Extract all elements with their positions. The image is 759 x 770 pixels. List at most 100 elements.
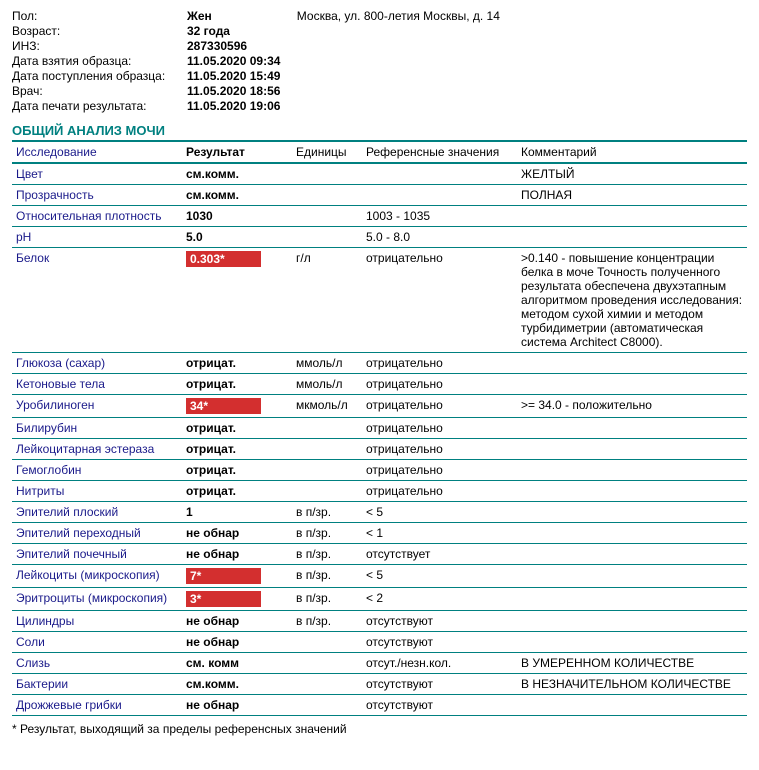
alert-badge: 7*: [186, 568, 261, 584]
cell-reference: отрицательно: [362, 374, 517, 395]
cell-test-name: Гемоглобин: [12, 460, 182, 481]
table-row: Эпителий плоский1в п/зр.< 5: [12, 502, 747, 523]
cell-test-name: Цилиндры: [12, 611, 182, 632]
cell-comment: ПОЛНАЯ: [517, 185, 747, 206]
cell-test-name: Слизь: [12, 653, 182, 674]
header-value: 11.05.2020 18:56: [187, 84, 280, 98]
header-row: Возраст:32 года: [12, 24, 747, 38]
cell-result: отрицат.: [182, 418, 292, 439]
cell-comment: [517, 481, 747, 502]
header-value: 11.05.2020 19:06: [187, 99, 280, 113]
cell-units: [292, 439, 362, 460]
cell-comment: [517, 632, 747, 653]
table-row: Уробилиноген34*мкмоль/лотрицательно>= 34…: [12, 395, 747, 418]
cell-result: отрицат.: [182, 439, 292, 460]
cell-units: в п/зр.: [292, 611, 362, 632]
cell-comment: [517, 695, 747, 716]
cell-result: 1: [182, 502, 292, 523]
alert-badge: 34*: [186, 398, 261, 414]
cell-result: отрицат.: [182, 460, 292, 481]
table-row: Солине обнар отсутствуют: [12, 632, 747, 653]
cell-reference: [362, 163, 517, 185]
cell-reference: отрицательно: [362, 460, 517, 481]
cell-test-name: pH: [12, 227, 182, 248]
cell-test-name: Белок: [12, 248, 182, 353]
cell-result: см. комм: [182, 653, 292, 674]
cell-units: в п/зр.: [292, 565, 362, 588]
header-row: Дата печати результата:11.05.2020 19:06: [12, 99, 747, 113]
table-row: Эпителий почечныйне обнарв п/зр.отсутств…: [12, 544, 747, 565]
table-row: pH5.05.0 - 8.0: [12, 227, 747, 248]
cell-comment: [517, 439, 747, 460]
table-row: Лейкоциты (микроскопия)7*в п/зр.< 5: [12, 565, 747, 588]
cell-comment: [517, 227, 747, 248]
cell-comment: [517, 374, 747, 395]
cell-result: не обнар: [182, 695, 292, 716]
col-header-result: Результат: [182, 141, 292, 163]
cell-units: [292, 695, 362, 716]
cell-units: мкмоль/л: [292, 395, 362, 418]
cell-units: ммоль/л: [292, 353, 362, 374]
cell-test-name: Эпителий плоский: [12, 502, 182, 523]
cell-reference: < 1: [362, 523, 517, 544]
cell-reference: отсут./незн.кол.: [362, 653, 517, 674]
cell-test-name: Бактерии: [12, 674, 182, 695]
cell-test-name: Лейкоциты (микроскопия): [12, 565, 182, 588]
cell-test-name: Цвет: [12, 163, 182, 185]
cell-reference: отсутствует: [362, 544, 517, 565]
header-label: Дата печати результата:: [12, 99, 187, 113]
header-row: Дата взятия образца:11.05.2020 09:34: [12, 54, 747, 68]
header-value: 11.05.2020 15:49: [187, 69, 280, 83]
cell-reference: отрицательно: [362, 481, 517, 502]
cell-units: в п/зр.: [292, 523, 362, 544]
cell-reference: отсутствуют: [362, 674, 517, 695]
cell-reference: отрицательно: [362, 439, 517, 460]
table-row: Бактериисм.комм. отсутствуютВ НЕЗНАЧИТЕЛЬ…: [12, 674, 747, 695]
cell-comment: [517, 460, 747, 481]
cell-comment: [517, 611, 747, 632]
cell-comment: [517, 353, 747, 374]
footnote: * Результат, выходящий за пределы рефере…: [12, 722, 747, 736]
patient-header: Пол:ЖенМосква, ул. 800-летия Москвы, д. …: [12, 9, 747, 113]
col-header-units: Единицы: [292, 141, 362, 163]
cell-result: не обнар: [182, 611, 292, 632]
cell-comment: >0.140 - повышение концентрации белка в …: [517, 248, 747, 353]
cell-result: 34*: [182, 395, 292, 418]
cell-reference: [362, 185, 517, 206]
header-label: Дата взятия образца:: [12, 54, 187, 68]
table-row: Эпителий переходныйне обнарв п/зр.< 1: [12, 523, 747, 544]
table-row: Билирубинотрицат.отрицательно: [12, 418, 747, 439]
cell-reference: отрицательно: [362, 395, 517, 418]
cell-result: см.комм.: [182, 185, 292, 206]
header-label: Пол:: [12, 9, 187, 23]
cell-result: отрицат.: [182, 374, 292, 395]
cell-result: см.комм.: [182, 674, 292, 695]
cell-test-name: Кетоновые тела: [12, 374, 182, 395]
cell-result: не обнар: [182, 523, 292, 544]
cell-units: [292, 206, 362, 227]
cell-reference: отрицательно: [362, 418, 517, 439]
cell-comment: В НЕЗНАЧИТЕЛЬНОМ КОЛИЧЕСТВЕ: [517, 674, 747, 695]
cell-test-name: Соли: [12, 632, 182, 653]
cell-reference: отсутствуют: [362, 632, 517, 653]
cell-test-name: Уробилиноген: [12, 395, 182, 418]
cell-result: 7*: [182, 565, 292, 588]
cell-result: 0.303*: [182, 248, 292, 353]
cell-reference: < 2: [362, 588, 517, 611]
alert-badge: 0.303*: [186, 251, 261, 267]
cell-units: [292, 674, 362, 695]
cell-comment: [517, 523, 747, 544]
header-label: ИНЗ:: [12, 39, 187, 53]
cell-reference: 1003 - 1035: [362, 206, 517, 227]
cell-result: не обнар: [182, 632, 292, 653]
header-value: Жен: [187, 9, 212, 23]
table-row: Белок0.303*г/лотрицательно>0.140 - повыш…: [12, 248, 747, 353]
cell-test-name: Эпителий переходный: [12, 523, 182, 544]
table-header-row: Исследование Результат Единицы Референсн…: [12, 141, 747, 163]
table-row: Прозрачностьсм.комм.ПОЛНАЯ: [12, 185, 747, 206]
cell-comment: [517, 544, 747, 565]
header-label: Дата поступления образца:: [12, 69, 187, 83]
cell-reference: 5.0 - 8.0: [362, 227, 517, 248]
cell-comment: [517, 206, 747, 227]
header-label: Врач:: [12, 84, 187, 98]
